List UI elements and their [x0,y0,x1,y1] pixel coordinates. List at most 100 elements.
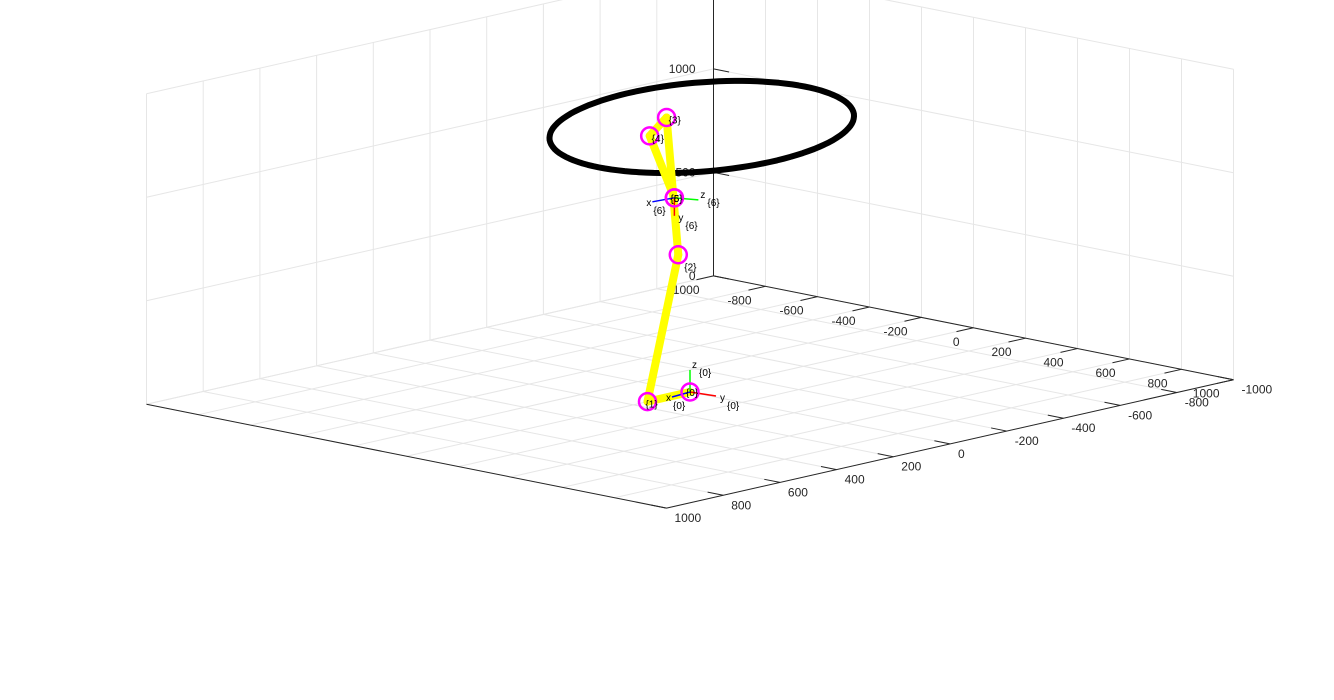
x-tick-label: -400 [1071,421,1095,435]
y-tick-mark [1216,379,1234,385]
tool-frame-axis-sublabel-y: {6} [685,221,698,232]
x-tick-label: -600 [1128,408,1152,422]
floor-grid-line [510,348,1078,478]
floor-grid-line [354,316,922,447]
x-tick-mark [650,504,667,509]
axes-layer [146,0,1234,509]
x-tick-label: 400 [845,473,865,487]
wall-grid-line [146,275,714,405]
joint-marker [656,107,677,128]
x-tick-mark [707,491,724,496]
wall-grid-line [146,68,714,198]
x-tick-label: 800 [731,498,751,512]
x-tick-mark [1104,401,1121,406]
x-tick-mark [1161,388,1177,394]
joint-label: {3} [669,115,682,126]
x-tick-label: 600 [788,485,808,499]
x-tick-mark [820,465,837,471]
joint-marker [668,244,689,265]
x-tick-mark [1217,376,1234,381]
tool-frame-axis-sublabel-x: {6} [653,206,666,217]
joint-label: {5} [670,194,683,205]
base-frame-axis-label-z: z [692,360,697,371]
tool-frame-axis-label-x: x [646,198,651,209]
x-tick-mark [1047,414,1064,419]
x-axis-line-far [146,403,667,509]
joint-label: {2} [684,263,697,274]
z-tick-mark [713,68,730,73]
y-tick-mark [852,306,870,312]
y-tick-mark [1008,337,1026,343]
y-tick-label: -600 [779,304,803,318]
y-tick-mark [696,275,714,281]
y-tick-label: -200 [883,324,907,338]
robot-link [645,131,679,202]
y-tick-label: 1000 [1193,387,1220,401]
joint-marker [680,382,700,402]
joint-marker [637,391,658,412]
z-tick-label: 1000 [669,62,696,76]
x-tick-mark [877,453,894,458]
y-tick-label: 800 [1147,376,1167,390]
floor-grid-line [302,306,870,436]
robot-links-layer [643,113,694,406]
trajectory-layer [546,77,857,176]
x-tick-label: 0 [958,447,965,461]
y-tick-mark [1060,348,1078,353]
trajectory-circle [546,77,857,176]
y-tick-label: 200 [991,345,1011,359]
joint-label: {1} [645,400,658,411]
wall-grid-line [713,171,1234,277]
x-tick-mark [764,478,780,483]
floor-grid-line [250,296,818,426]
base-frame-axis-label-x: x [666,393,671,404]
wall-grid-line [146,0,563,95]
tick-labels: -1000 -800 -600 -400 -200 0 200 400 600 800 1000 -1… [669,62,1273,525]
robot-link [643,250,683,406]
tool-frame-axis-label-y: y [678,213,683,224]
joints-layer: {0}{1}{2}{3}{4}{5}{6} [637,107,700,412]
y-tick-label: 0 [953,335,960,349]
floor-grid-line [458,337,1026,468]
wall-grid-line [884,0,1234,70]
floor-grid-line [614,368,1182,499]
joint-label: {0} [686,388,699,399]
y-tick-mark [748,285,766,291]
z-tick-mark [713,275,730,280]
x-tick-mark [934,440,951,445]
x-tick-label: 1000 [675,511,702,525]
base-frame-axis-sublabel-z: {0} [699,368,712,379]
y-tick-label: 600 [1095,366,1115,380]
floor-grid-line [562,358,1130,488]
y-tick-mark [956,327,974,333]
x-tick-label: -1000 [1242,383,1273,397]
joint-marker [639,126,660,146]
y-tick-mark [1112,358,1130,364]
x-tick-label: 200 [901,460,921,474]
y-tick-mark [800,296,818,301]
joint-marker [664,188,685,208]
tool-frame-axis-z [674,197,699,201]
x-axis-line [666,379,1234,509]
base-frame-axis-label-y: y [720,393,725,404]
tool-frame-axis-label-z: z [700,190,705,201]
y-tick-label: -1000 [669,283,700,297]
y-tick-mark [904,316,922,322]
y-tick-label: 400 [1043,356,1063,370]
wall-grid-line [146,171,714,302]
joint-label: {4} [652,134,665,145]
y-tick-label: -400 [831,314,855,328]
z-tick-label: 0 [689,269,696,283]
robot-link [645,113,671,140]
joint-label: {6} [670,194,683,205]
base-frame-axis-sublabel-x: {0} [673,401,686,412]
frames-layer: x{0}y{0}z{0}x{6}y{6}z{6} [646,190,740,412]
y-tick-label: -800 [727,293,751,307]
tool-frame-axis-sublabel-z: {6} [707,198,720,209]
x-tick-label: -200 [1015,434,1039,448]
y-tick-mark [1164,368,1182,374]
x-tick-mark [991,427,1007,432]
base-frame-axis-y [689,391,717,397]
